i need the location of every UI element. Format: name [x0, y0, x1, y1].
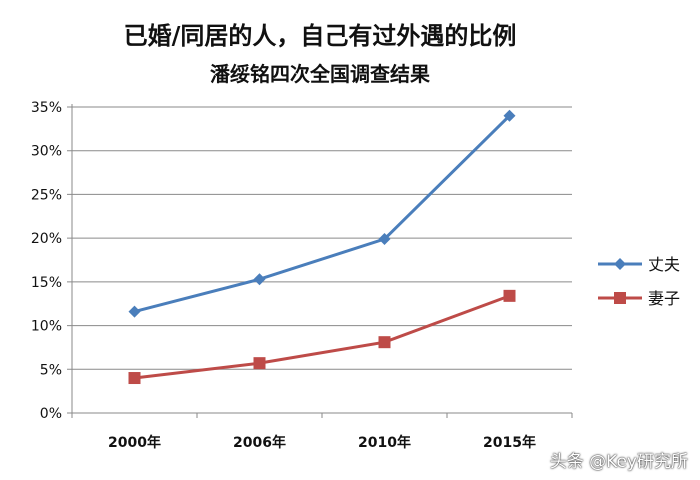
data-point-square — [253, 357, 266, 370]
y-tick-label: 0% — [40, 406, 62, 422]
x-tick-label: 2010年 — [358, 434, 411, 451]
y-tick-label: 15% — [31, 275, 62, 291]
data-point-square — [128, 372, 141, 385]
y-tick-label: 35% — [31, 100, 62, 116]
data-point-square — [378, 336, 391, 349]
y-tick-label: 10% — [31, 319, 62, 335]
y-tick-label: 5% — [40, 362, 62, 378]
series-line-丈夫 — [134, 114, 511, 314]
x-tick-label: 2006年 — [233, 434, 286, 451]
data-point-diamond — [128, 305, 141, 318]
y-tick-label: 25% — [31, 187, 62, 203]
y-tick-label: 30% — [31, 144, 62, 160]
x-tick-label: 2000年 — [108, 434, 161, 451]
legend-label: 丈夫 — [648, 255, 680, 274]
data-point-diamond — [503, 109, 516, 122]
chart-subtitle: 潘绥铭四次全国调查结果 — [210, 62, 430, 86]
legend-marker-diamond — [614, 258, 626, 270]
data-point-diamond — [253, 273, 266, 286]
legend-marker-square — [614, 292, 626, 304]
legend-label: 妻子 — [648, 289, 680, 308]
data-point-square — [503, 289, 516, 302]
x-tick-label: 2015年 — [483, 434, 536, 451]
series-line-妻子 — [134, 294, 511, 380]
data-point-diamond — [378, 233, 391, 246]
chart-title: 已婚/同居的人，自己有过外遇的比例 — [123, 21, 517, 50]
y-tick-label: 20% — [31, 231, 62, 247]
watermark: 头条 @Key研究所 — [549, 452, 688, 472]
